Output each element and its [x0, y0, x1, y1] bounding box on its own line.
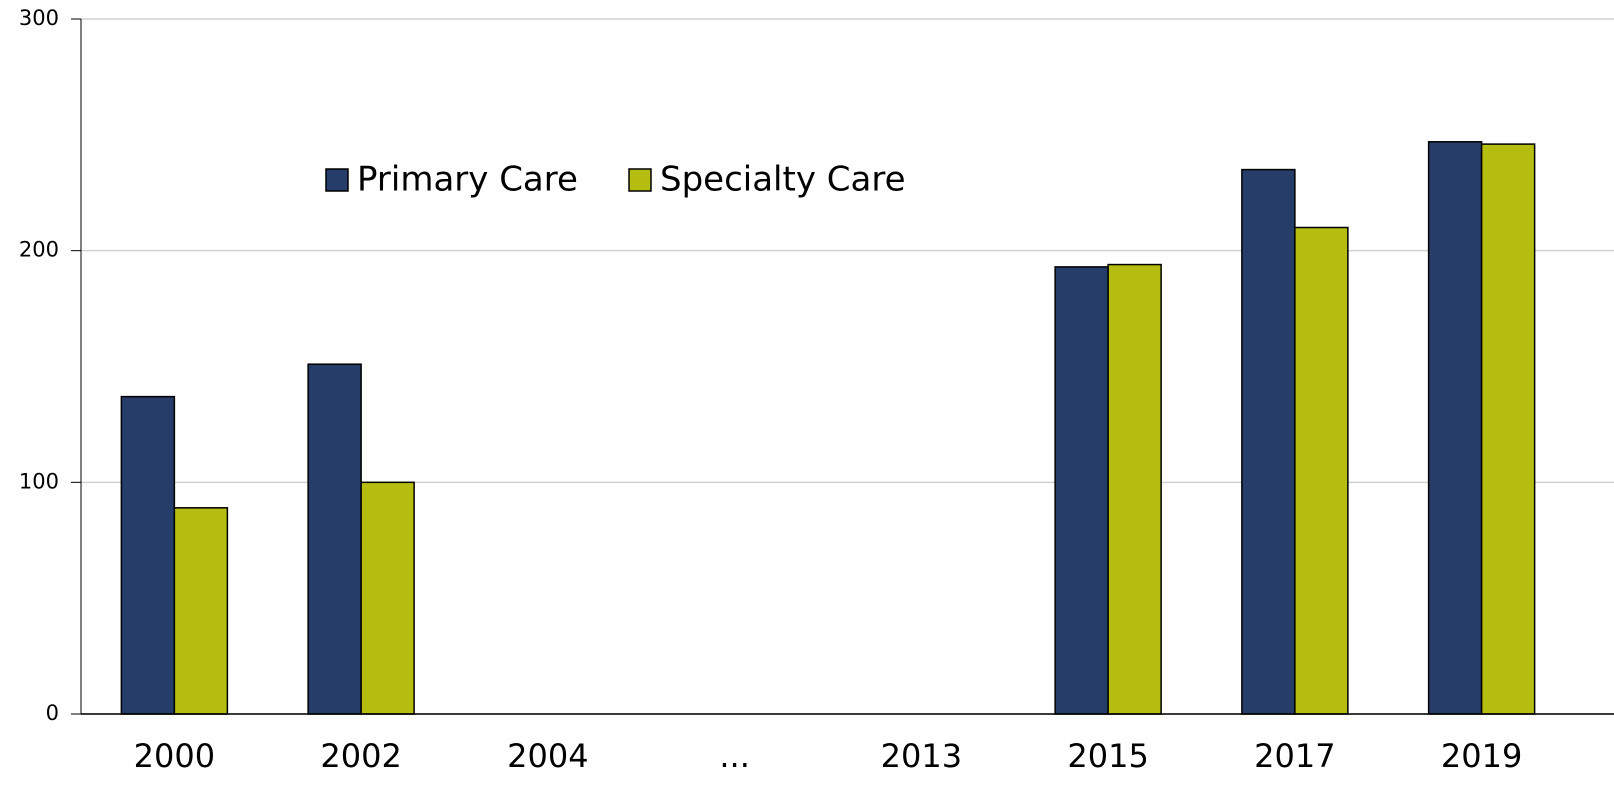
y-tick-label: 100 — [19, 469, 59, 493]
legend-swatch — [628, 168, 652, 192]
bar — [173, 507, 229, 715]
x-tick-label: 2019 — [1441, 737, 1522, 775]
y-tick-label: 0 — [46, 701, 59, 725]
legend-swatch — [325, 168, 349, 192]
bar — [1241, 168, 1296, 715]
x-tick-label: 2015 — [1067, 737, 1148, 775]
bar — [1294, 226, 1349, 715]
bar — [1054, 266, 1109, 715]
x-tick-label: 2013 — [881, 737, 962, 775]
y-tick-label: 200 — [19, 238, 59, 262]
bar — [1107, 263, 1162, 715]
x-tick-label: 2002 — [320, 737, 401, 775]
bar — [307, 363, 362, 715]
bar — [1480, 143, 1536, 715]
bar — [120, 395, 176, 715]
x-tick-label: 2000 — [134, 737, 215, 775]
legend-label: Specialty Care — [660, 160, 906, 200]
x-tick-label: 2004 — [507, 737, 588, 775]
x-tick-label: 2017 — [1254, 737, 1335, 775]
bar — [360, 481, 415, 715]
bar — [1427, 141, 1483, 715]
x-tick-label: ... — [719, 737, 750, 775]
y-tick-label: 300 — [19, 6, 59, 30]
legend-label: Primary Care — [357, 160, 578, 200]
